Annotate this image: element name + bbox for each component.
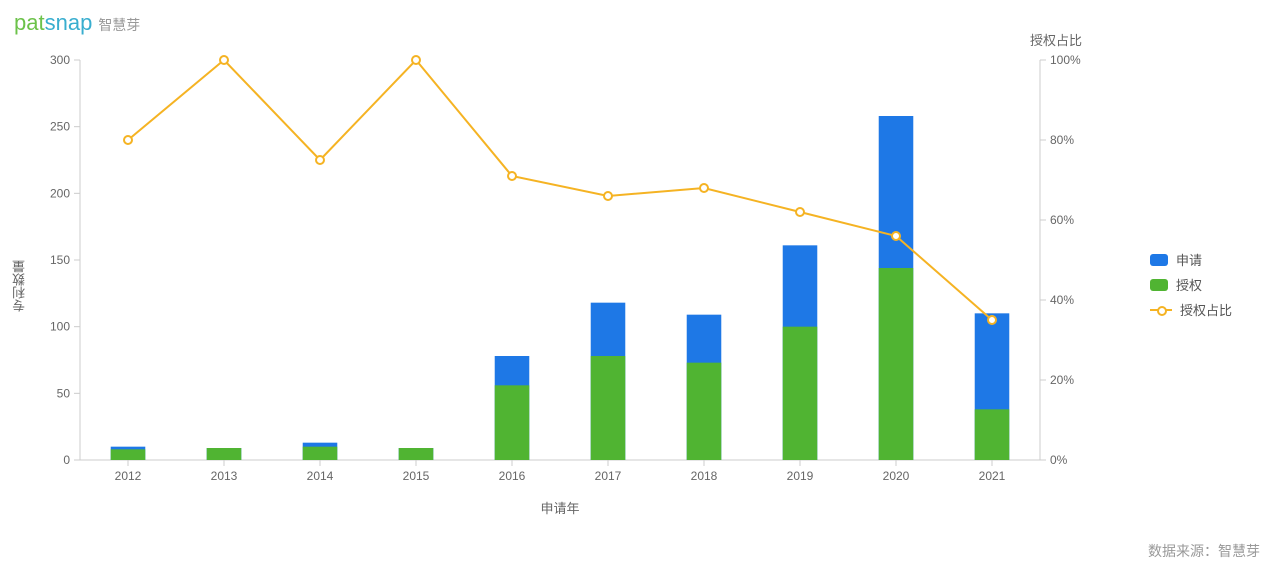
marker-ratio — [988, 316, 996, 324]
chart-container: patsnap智慧芽 专利数量 授权占比 0501001502002503000… — [0, 0, 1280, 567]
svg-text:100%: 100% — [1050, 53, 1081, 67]
legend-item-ratio[interactable]: 授权占比 — [1150, 300, 1232, 319]
marker-ratio — [124, 136, 132, 144]
chart-plot: 0 50 100 150 200 250 300 0% 20% 40% 60% 80% 100% 2012… — [0, 0, 1280, 567]
svg-text:40%: 40% — [1050, 293, 1074, 307]
bar-grants — [879, 268, 914, 460]
marker-ratio — [700, 184, 708, 192]
legend-label: 授权占比 — [1180, 300, 1232, 319]
marker-ratio — [604, 192, 612, 200]
svg-text:2020: 2020 — [883, 469, 910, 483]
bar-grants — [783, 327, 818, 460]
svg-text:2018: 2018 — [691, 469, 718, 483]
svg-text:2019: 2019 — [787, 469, 814, 483]
svg-text:2014: 2014 — [307, 469, 334, 483]
legend: 申请授权授权占比 — [1150, 250, 1232, 325]
marker-ratio — [508, 172, 516, 180]
bar-grants — [303, 447, 338, 460]
marker-ratio — [220, 56, 228, 64]
bar-grants — [495, 385, 530, 460]
marker-ratio — [796, 208, 804, 216]
marker-ratio — [316, 156, 324, 164]
marker-ratio — [892, 232, 900, 240]
bar-grants — [111, 449, 146, 460]
svg-text:50: 50 — [57, 386, 71, 400]
data-source-footer: 数据来源：智慧芽 — [1148, 541, 1260, 561]
marker-ratio — [412, 56, 420, 64]
svg-text:100: 100 — [50, 320, 70, 334]
bar-grants — [399, 448, 434, 460]
svg-text:2021: 2021 — [979, 469, 1006, 483]
legend-label: 申请 — [1176, 250, 1202, 269]
bar-grants — [207, 448, 242, 460]
svg-text:300: 300 — [50, 53, 70, 67]
bar-grants — [687, 363, 722, 460]
legend-label: 授权 — [1176, 275, 1202, 294]
legend-swatch — [1150, 254, 1168, 266]
bar-grants — [591, 356, 626, 460]
svg-text:150: 150 — [50, 253, 70, 267]
svg-text:250: 250 — [50, 120, 70, 134]
legend-line-icon — [1150, 304, 1172, 316]
svg-text:200: 200 — [50, 186, 70, 200]
svg-text:2012: 2012 — [115, 469, 142, 483]
svg-text:0%: 0% — [1050, 453, 1068, 467]
svg-text:2017: 2017 — [595, 469, 622, 483]
x-axis-title: 申请年 — [540, 498, 579, 517]
legend-item-grants[interactable]: 授权 — [1150, 275, 1232, 294]
bar-grants — [975, 409, 1010, 460]
svg-text:2016: 2016 — [499, 469, 526, 483]
legend-item-applications[interactable]: 申请 — [1150, 250, 1232, 269]
svg-text:60%: 60% — [1050, 213, 1074, 227]
svg-text:2015: 2015 — [403, 469, 430, 483]
line-ratio — [128, 60, 992, 320]
svg-text:0: 0 — [63, 453, 70, 467]
svg-text:80%: 80% — [1050, 133, 1074, 147]
legend-swatch — [1150, 279, 1168, 291]
svg-text:2013: 2013 — [211, 469, 238, 483]
svg-text:20%: 20% — [1050, 373, 1074, 387]
